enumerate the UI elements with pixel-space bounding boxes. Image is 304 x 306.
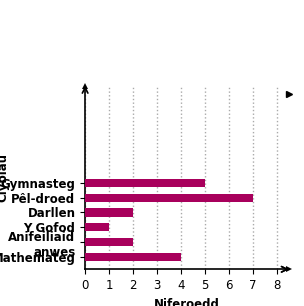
Text: Siart i ddangos nifer y disgyblion sy'n
mynd i wahanol glybiau ar ôl ysgol: Siart i ddangos nifer y disgyblion sy'n … [19, 24, 285, 55]
Text: Clybiau: Clybiau [0, 153, 9, 202]
X-axis label: Niferoedd: Niferoedd [154, 297, 220, 306]
Bar [85, 194, 253, 202]
Bar [85, 238, 133, 246]
Bar [85, 208, 133, 217]
Bar [85, 223, 109, 231]
Bar [85, 179, 205, 187]
Bar [85, 253, 181, 261]
